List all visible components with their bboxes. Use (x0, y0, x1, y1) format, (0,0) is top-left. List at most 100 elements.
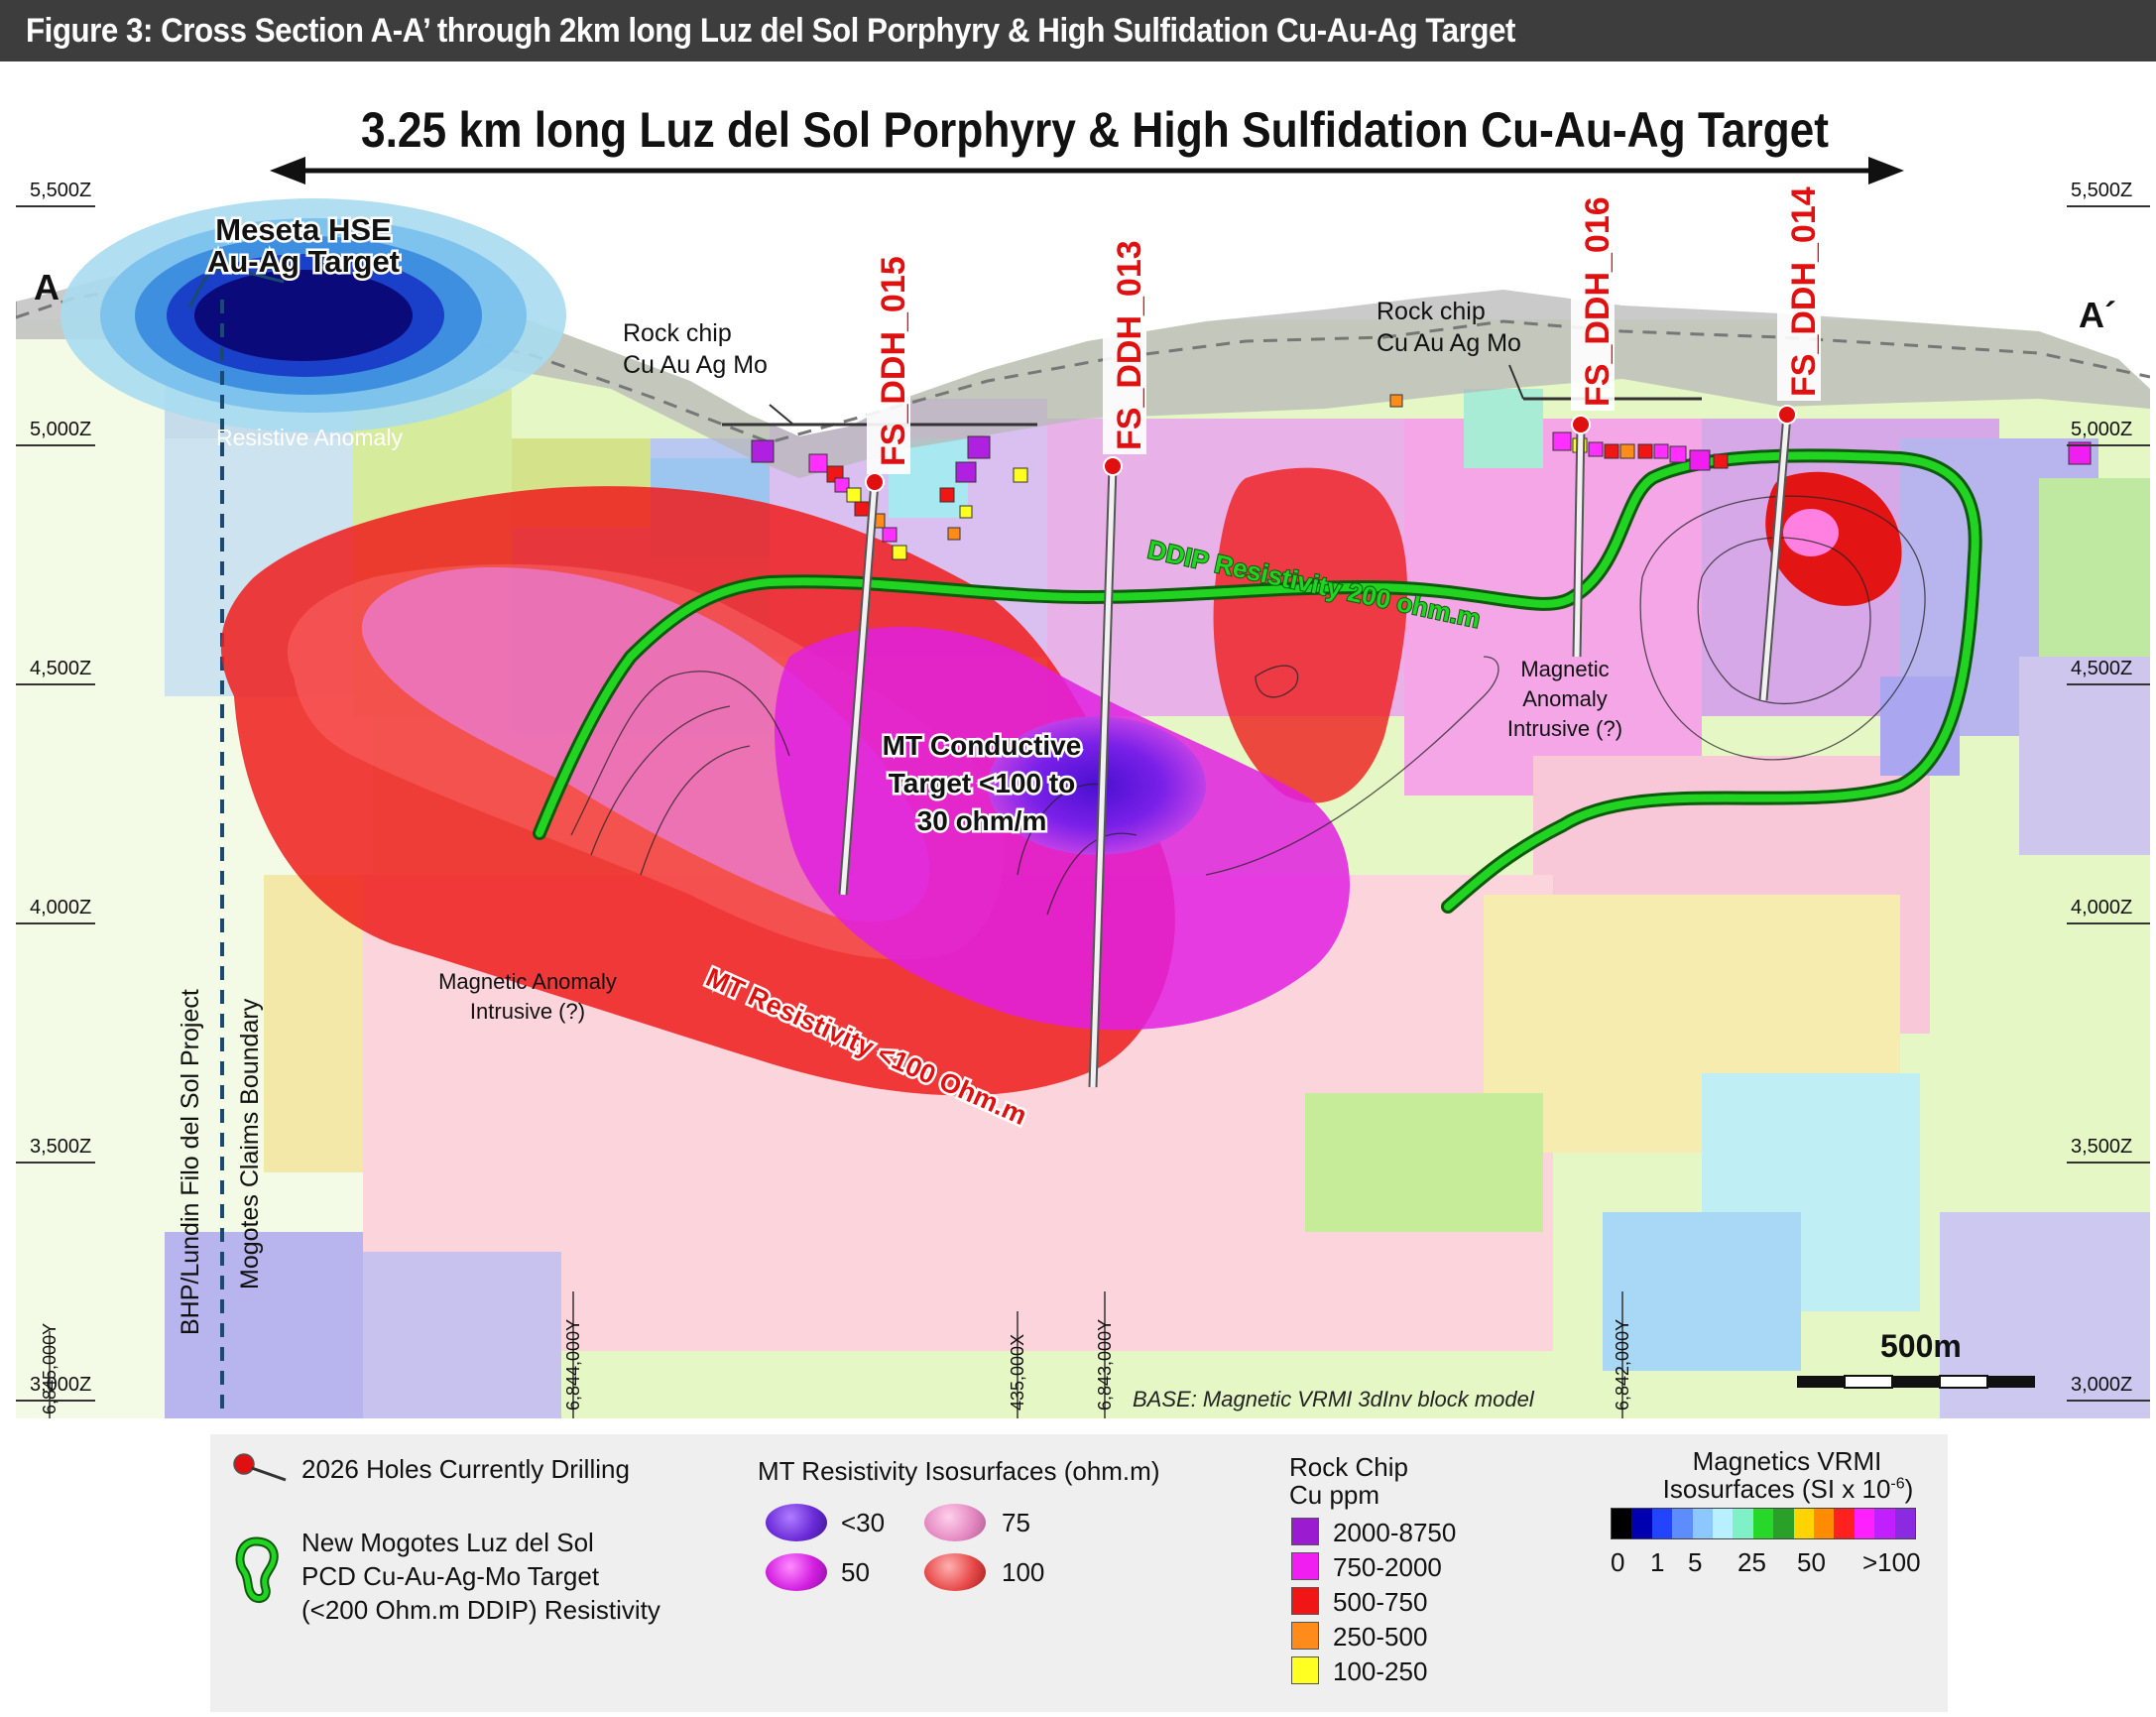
mt-target-line2: Target <100 to (889, 768, 1076, 798)
elev-right-5500: 5,500Z (2071, 180, 2132, 201)
rock-chip-pointer-1 (769, 404, 794, 426)
mag-scale-cell (1612, 1509, 1632, 1538)
headline: 3.25 km long Luz del Sol Porphyry & High… (361, 102, 1829, 158)
mag-scale-cell (1631, 1509, 1652, 1538)
rock-legend-label-500-750: 500-750 (1333, 1587, 1428, 1617)
mag-scale-cell (1773, 1509, 1794, 1538)
bhp-boundary-label: BHP/Lundin Filo del Sol Project (177, 989, 204, 1335)
mag-scale-cell (1713, 1509, 1734, 1538)
resistive-anomaly-label: Resistive Anomaly (216, 425, 403, 450)
mt-legend-label-100: 100 (1002, 1557, 1045, 1587)
drill-label-014: FS_DDH_014 (1785, 186, 1823, 397)
elev-right-5000: 5,000Z (2071, 419, 2132, 440)
figure-title-bar: Figure 3: Cross Section A-A’ through 2km… (0, 0, 2156, 61)
legend-panel: 2026 Holes Currently Drilling New Mogote… (210, 1434, 1948, 1712)
mag-scale-cell (1692, 1509, 1714, 1538)
mag-scale-cell (1814, 1509, 1835, 1538)
grid-label-6842000: 6,842,000Y (1613, 1319, 1632, 1410)
legend-target-line3: (<200 Ohm.m DDIP) Resistivity (301, 1595, 660, 1625)
topography-surface (16, 270, 2150, 478)
mag-intrusive-right-line1: Magnetic (1520, 657, 1609, 681)
meseta-outline (187, 268, 285, 308)
mogotes-boundary-label: Mogotes Claims Boundary (236, 998, 264, 1289)
mag-scale-cell (1752, 1509, 1774, 1538)
drill-hole-legend-icon (233, 1453, 287, 1482)
base-note: BASE: Magnetic VRMI 3dInv block model (1133, 1387, 1535, 1411)
rock-chip-1-line1: Rock chip (623, 319, 732, 347)
elev-right-4000: 4,000Z (2071, 897, 2132, 919)
mt-resistivity-50-shell (361, 567, 930, 922)
figure-title: Figure 3: Cross Section A-A’ through 2km… (26, 12, 1515, 50)
scale-label: 500m (1880, 1328, 1962, 1364)
mt-legend-swatch-75 (924, 1504, 986, 1541)
elev-right-3000: 3,000Z (2071, 1374, 2132, 1396)
drill-label-013: FS_DDH_013 (1111, 240, 1148, 450)
legend-holes-label: 2026 Holes Currently Drilling (301, 1454, 630, 1484)
mag-intrusive-left-line1: Magnetic Anomaly (438, 969, 617, 994)
cross-section-svg: FS_DDH_015 FS_DDH_013 FS_DDH_016 FS_DDH_… (16, 61, 2150, 1418)
mt-legend-label-30: <30 (841, 1508, 886, 1537)
rock-chip-pointer-2 (1508, 364, 1524, 400)
drill-hole-014 (1758, 405, 1797, 701)
elev-right-4500: 4,500Z (2071, 658, 2132, 679)
mag-scale-cell (1733, 1509, 1753, 1538)
rock-chip-2-line2: Cu Au Ag Mo (1377, 329, 1521, 357)
mag-tick-100: >100 (1862, 1547, 1921, 1577)
magnetics-color-scale (1611, 1508, 1916, 1539)
rock-legend-label-100-250: 100-250 (1333, 1656, 1428, 1686)
rock-legend-label-250-500: 250-500 (1333, 1622, 1428, 1652)
elev-left-4500: 4,500Z (30, 658, 91, 679)
ddip-target-legend-icon (235, 1536, 279, 1604)
elev-left-5500: 5,500Z (30, 180, 91, 201)
mt-target-line1: MT Conductive (883, 730, 1082, 761)
resistive-anomaly (60, 198, 566, 432)
mag-tick-50: 50 (1797, 1547, 1826, 1577)
mt-legend-swatch-50 (766, 1553, 827, 1591)
section-end-a: A (34, 267, 60, 307)
extent-arrow-left (270, 157, 305, 184)
mag-scale-cell (1834, 1509, 1855, 1538)
rock-legend-swatch-250-500 (1291, 1622, 1319, 1650)
drill-hole-016 (1571, 415, 1591, 658)
legend-mag-title-line1: Magnetics VRMI (1692, 1446, 1882, 1476)
rock-chip-1-line2: Cu Au Ag Mo (623, 351, 768, 379)
legend-mag-title-text: Isosurfaces (SI x 10 (1662, 1474, 1891, 1504)
cross-section: FS_DDH_015 FS_DDH_013 FS_DDH_016 FS_DDH_… (16, 61, 2150, 1418)
grid-label-6843000: 6,843,000Y (1095, 1319, 1115, 1410)
mag-intrusive-right-line3: Intrusive (?) (1507, 716, 1622, 741)
rock-legend-label-750-2000: 750-2000 (1333, 1552, 1442, 1582)
meseta-label-line1: Meseta HSE (215, 212, 391, 247)
mag-tick-0: 0 (1611, 1547, 1625, 1577)
grid-label-435000: 435,000X (1008, 1334, 1027, 1410)
mt-legend-swatch-100 (924, 1553, 986, 1591)
mag-intrusive-right-line2: Anomaly (1522, 686, 1608, 711)
mag-scale-cell (1874, 1509, 1895, 1538)
mag-tick-25: 25 (1737, 1547, 1766, 1577)
legend-rock-title-line1: Rock Chip (1289, 1452, 1408, 1482)
extent-arrow-right (1868, 157, 1904, 184)
legend-target-line1: New Mogotes Luz del Sol (301, 1528, 594, 1557)
elev-left-4000: 4,000Z (30, 897, 91, 919)
drill-label-015: FS_DDH_015 (875, 256, 912, 466)
mag-scale-cell (1651, 1509, 1673, 1538)
legend-mt-title: MT Resistivity Isosurfaces (ohm.m) (758, 1456, 1160, 1486)
mag-tick-1: 1 (1650, 1547, 1665, 1577)
legend-mag-title-end: ) (1904, 1474, 1914, 1504)
ddip-200-outline (536, 451, 1979, 911)
grid-label-6844000: 6,844,000Y (563, 1319, 583, 1410)
mt-resistivity-30-core (988, 716, 1206, 855)
legend-target-line2: PCD Cu-Au-Ag-Mo Target (301, 1561, 600, 1591)
rock-legend-label-2000-8750: 2000-8750 (1333, 1518, 1457, 1547)
mt-target-line3: 30 ohm/m (917, 805, 1047, 836)
mag-intrusive-left-line2: Intrusive (?) (470, 999, 585, 1024)
rock-chip-2-line1: Rock chip (1377, 298, 1486, 325)
legend-mag-title-sup: -6 (1890, 1475, 1905, 1493)
meseta-label-line2: Au-Ag Target (207, 244, 400, 279)
mag-scale-cell (1793, 1509, 1815, 1538)
elev-left-5000: 5,000Z (30, 419, 91, 440)
elev-left-3000: 3,000Z (30, 1374, 91, 1396)
sky-area (16, 61, 2150, 436)
grid-label-6845000: 6,845,000Y (40, 1323, 60, 1414)
drill-hole-013 (1088, 456, 1123, 1088)
section-end-a-prime: A´ (2079, 295, 2116, 335)
